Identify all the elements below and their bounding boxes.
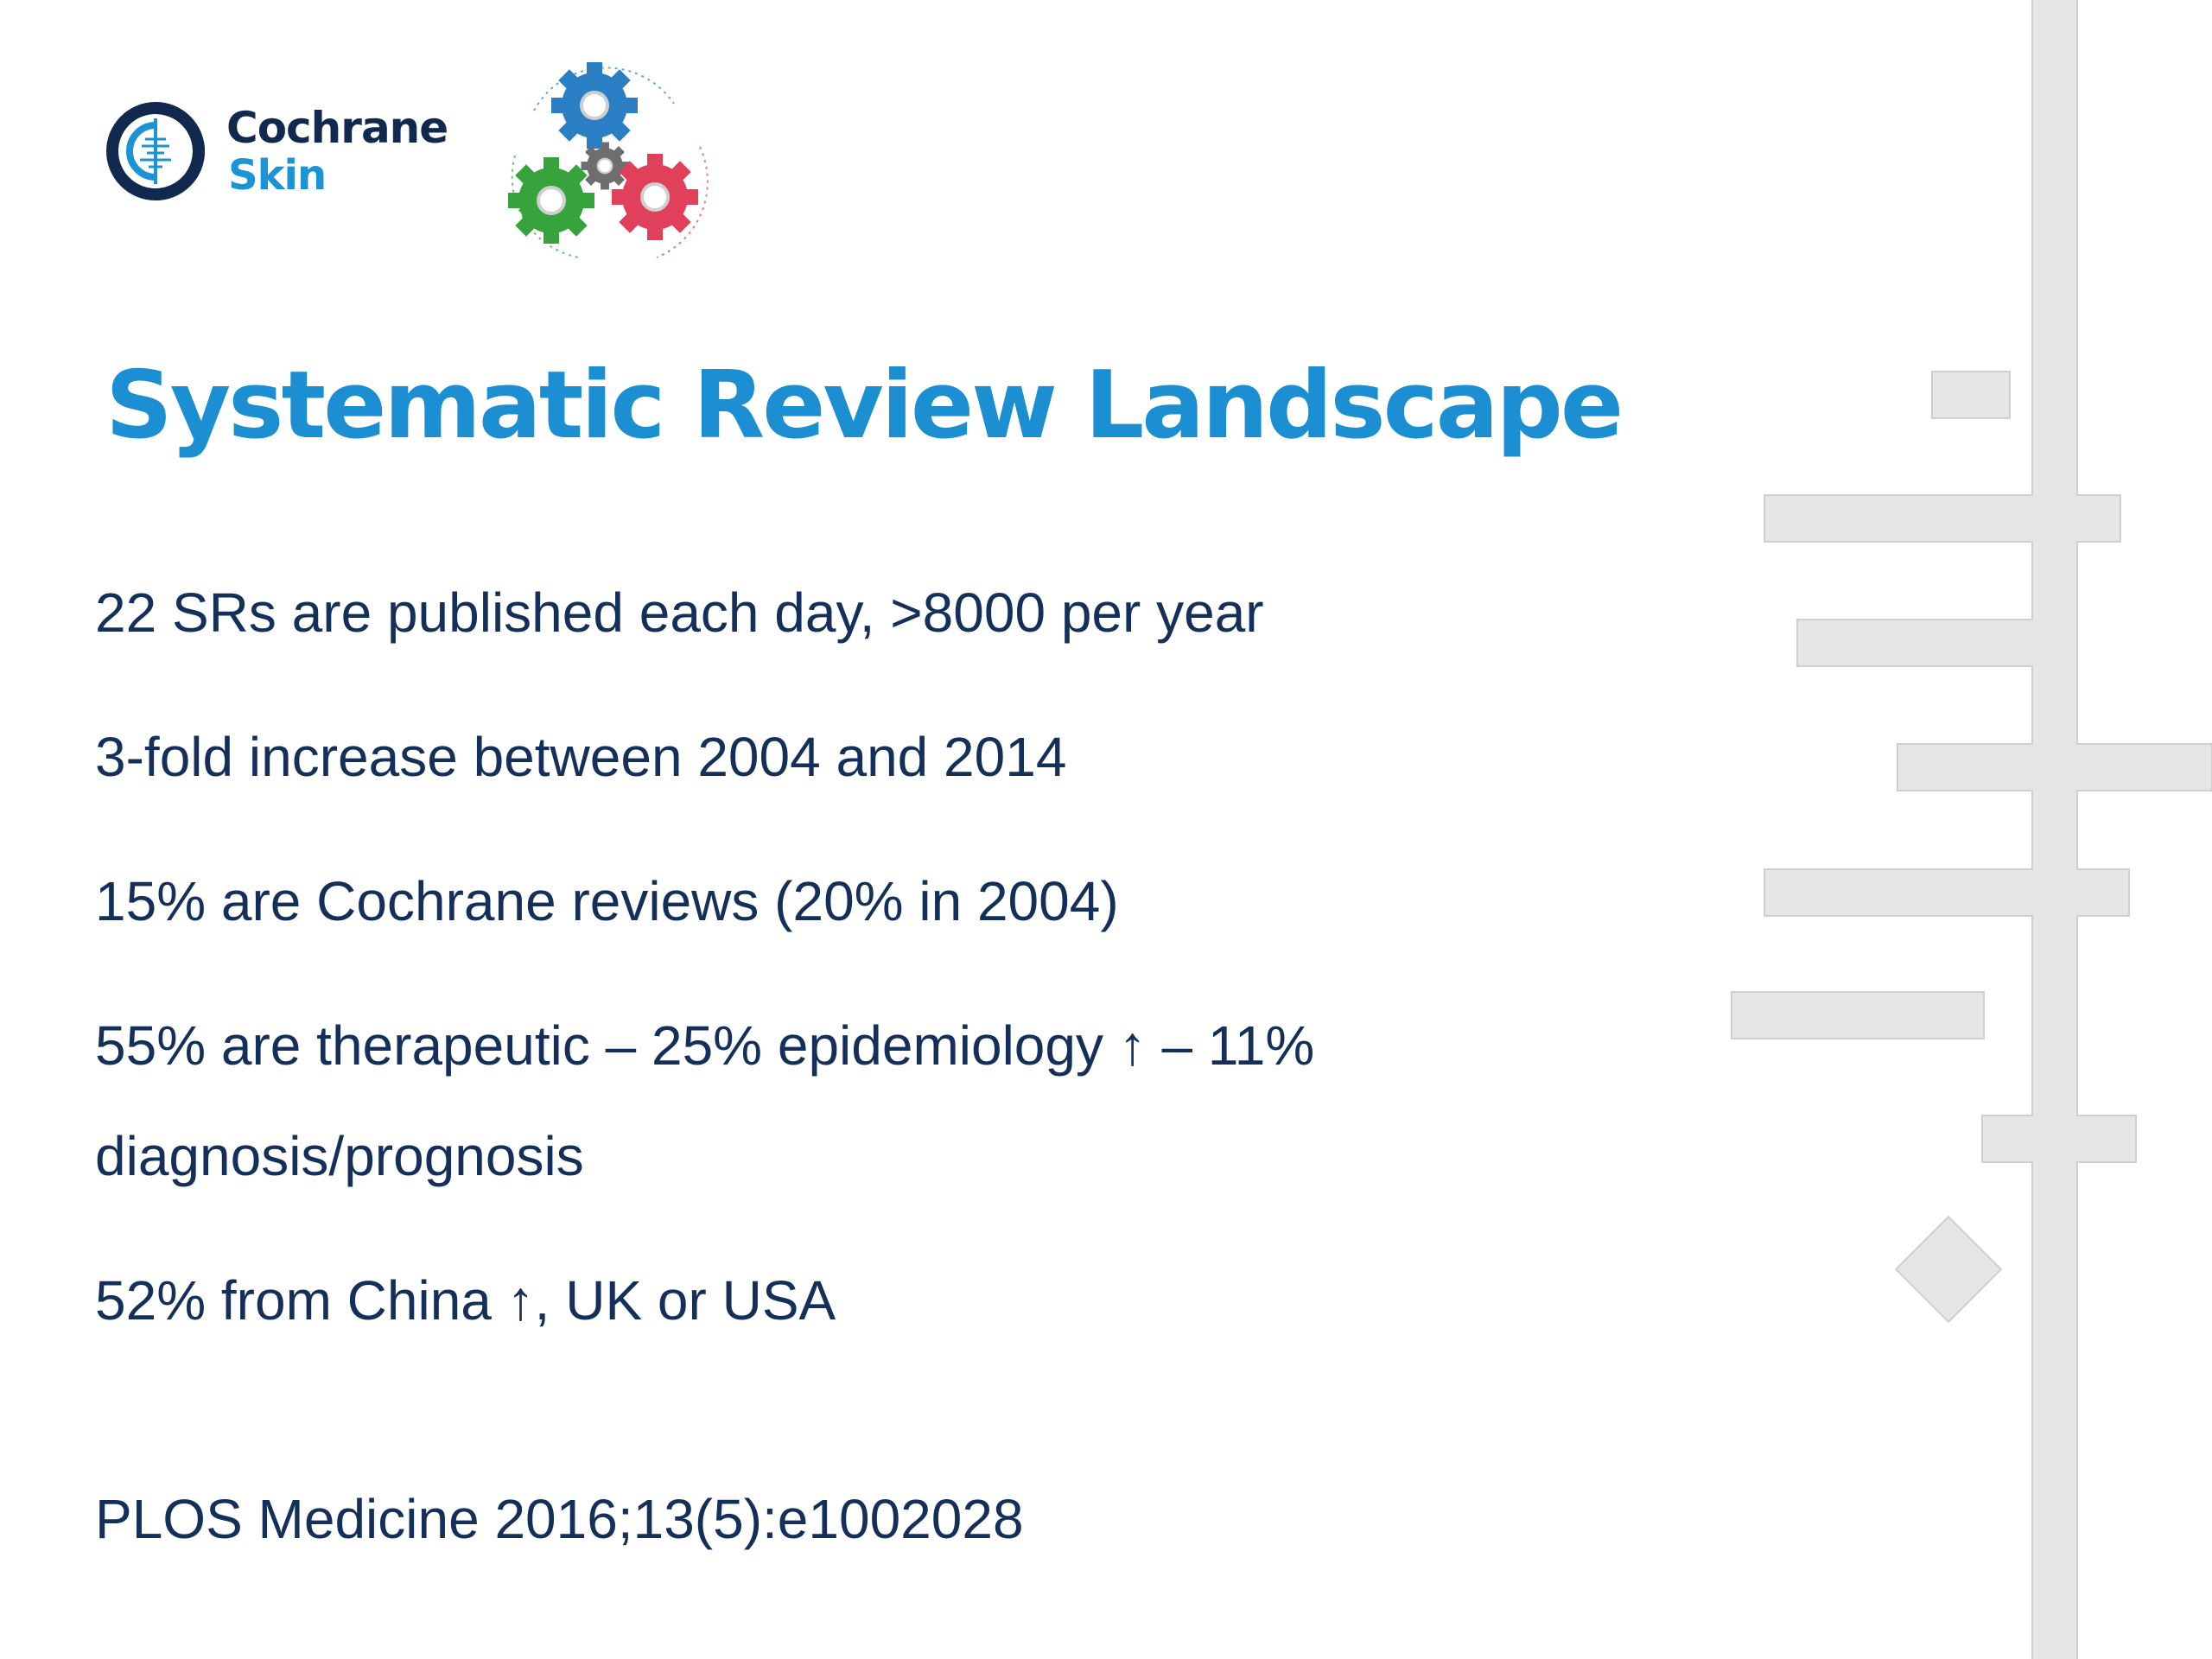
decorative-graphic [1731,0,2212,1659]
list-item: 52% from China ↑, UK or USA [95,1269,836,1332]
list-item: 22 SRs are published each day, >8000 per… [95,582,1264,644]
gear-green-icon [506,156,596,245]
gear-grey-icon [580,141,630,191]
deco-diamond [1894,1215,2003,1324]
brand-subname: Skin [228,151,327,200]
list-item: 3-fold increase between 2004 and 2014 [95,726,1067,788]
cochrane-skin-logo: Cochrane Skin [104,95,448,207]
deco-bar [1931,371,2011,419]
deco-bar [1796,619,2035,667]
slide-body: 22 SRs are published each day, >8000 per… [95,557,1443,1356]
list-item: 15% are Cochrane reviews (20% in 2004) [95,870,1119,932]
deco-bar [1731,991,1985,1039]
gear-blue-icon [550,60,639,150]
citation: PLOS Medicine 2016;13(5):e1002028 [95,1488,1024,1550]
slide-title: Systematic Review Landscape [105,352,1624,460]
gear-red-icon [610,152,700,242]
gears-logo [506,60,709,258]
cochrane-logo-icon [106,102,205,200]
brand-name: Cochrane [226,103,448,153]
list-item: 55% are therapeutic – 25% epidemiology ↑… [95,1014,1315,1187]
